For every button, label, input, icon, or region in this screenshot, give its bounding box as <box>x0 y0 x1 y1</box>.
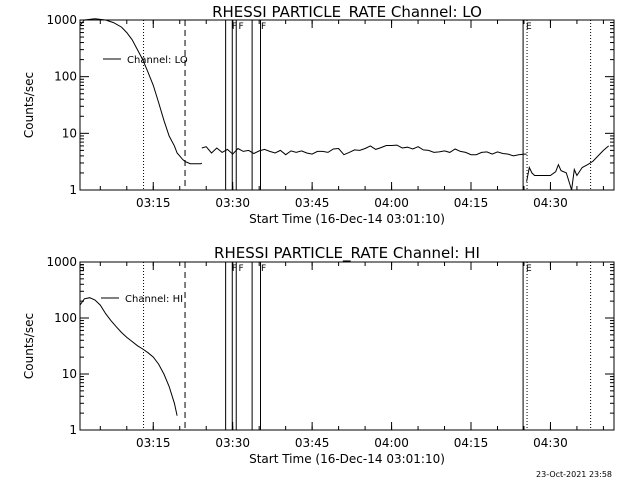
x-tick-label: 04:30 <box>533 196 568 210</box>
plot-frame <box>79 261 615 431</box>
y-tick-label: 10 <box>62 126 77 140</box>
marker-label: F <box>261 264 266 274</box>
y-tick-label: 100 <box>54 70 77 84</box>
marker-label: F <box>238 22 243 32</box>
legend-label: Channel: HI <box>125 294 183 305</box>
y-tick-label: 100 <box>54 311 77 325</box>
y-tick-label: 1000 <box>46 255 77 269</box>
marker-label: F <box>232 22 237 32</box>
x-tick-label: 04:00 <box>374 196 409 210</box>
panel-hi: RHESSI PARTICLE_RATE Channel: HI 1 10 100 10… <box>22 244 615 466</box>
x-tick-label: 03:15 <box>136 436 171 450</box>
x-tick-label: 04:15 <box>454 436 489 450</box>
series-line <box>201 144 527 157</box>
plot-timestamp: 23-Oct-2021 23:58 <box>536 470 612 479</box>
y-tick-label: 1 <box>69 423 77 437</box>
plot-frame <box>79 19 615 191</box>
panel-lo: RHESSI PARTICLE_RATE Channel: LO 1 10 100 10… <box>22 3 615 226</box>
marker-label: S <box>79 264 85 274</box>
marker-label: E <box>526 22 532 32</box>
x-tick-label: 03:30 <box>215 196 250 210</box>
x-axis-label: Start Time (16-Dec-14 03:01:10) <box>249 452 445 466</box>
y-axis-label: Counts/sec <box>22 72 36 138</box>
chart-title: RHESSI PARTICLE_RATE Channel: LO <box>212 3 482 22</box>
y-tick-label: 1 <box>69 183 77 197</box>
series-line <box>79 18 203 165</box>
marker-label: F <box>238 264 243 274</box>
x-tick-label: 03:45 <box>295 196 330 210</box>
y-tick-label: 10 <box>62 367 77 381</box>
x-tick-label: 04:15 <box>454 196 489 210</box>
x-tick-label: 04:00 <box>374 436 409 450</box>
x-tick-label: 04:30 <box>533 436 568 450</box>
x-tick-label: 03:45 <box>295 436 330 450</box>
y-axis-label: Counts/sec <box>22 313 36 379</box>
x-tick-label: 03:30 <box>215 436 250 450</box>
legend-label: Channel: LO <box>127 55 188 66</box>
marker-label: F <box>232 264 237 274</box>
x-tick-label: 03:15 <box>136 196 171 210</box>
x-axis-label: Start Time (16-Dec-14 03:01:10) <box>249 212 445 226</box>
chart-title: RHESSI PARTICLE_RATE Channel: HI <box>214 244 480 263</box>
marker-label: F <box>261 22 266 32</box>
series-line <box>79 297 178 416</box>
series-line <box>526 145 610 191</box>
y-tick-label: 1000 <box>46 13 77 27</box>
marker-label: E <box>526 264 532 274</box>
